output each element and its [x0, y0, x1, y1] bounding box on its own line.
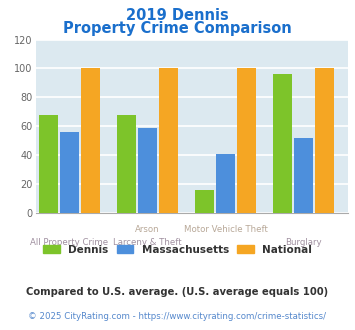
Text: Compared to U.S. average. (U.S. average equals 100): Compared to U.S. average. (U.S. average …: [26, 287, 329, 297]
Text: © 2025 CityRating.com - https://www.cityrating.com/crime-statistics/: © 2025 CityRating.com - https://www.city…: [28, 312, 327, 321]
Text: All Property Crime: All Property Crime: [31, 238, 109, 247]
Bar: [294, 138, 313, 213]
Bar: [138, 128, 157, 213]
Bar: [315, 69, 334, 213]
Text: 2019 Dennis: 2019 Dennis: [126, 8, 229, 23]
Text: Larceny & Theft: Larceny & Theft: [113, 238, 182, 247]
Bar: [216, 154, 235, 213]
Bar: [195, 190, 214, 213]
Text: Property Crime Comparison: Property Crime Comparison: [63, 21, 292, 36]
Bar: [273, 74, 292, 213]
Bar: [117, 115, 136, 213]
Text: Burglary: Burglary: [285, 238, 322, 247]
Legend: Dennis, Massachusetts, National: Dennis, Massachusetts, National: [39, 241, 316, 259]
Bar: [237, 69, 256, 213]
Bar: [159, 69, 178, 213]
Text: Motor Vehicle Theft: Motor Vehicle Theft: [184, 225, 268, 234]
Bar: [81, 69, 100, 213]
Bar: [60, 132, 79, 213]
Text: Arson: Arson: [135, 225, 160, 234]
Bar: [39, 115, 58, 213]
